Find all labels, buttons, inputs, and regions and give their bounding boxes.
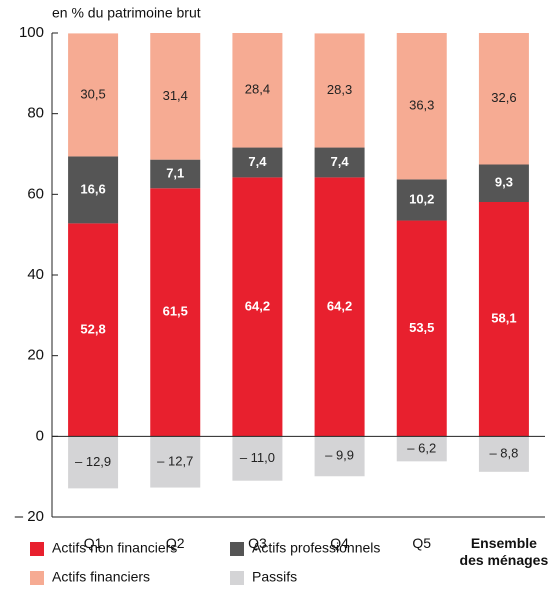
bar-segment [68,156,119,224]
legend-label: Actifs non financiers [52,540,177,556]
bar-segment [314,33,365,148]
bar-segment [314,177,365,437]
legend-label: Passifs [252,569,297,585]
bar-segment [150,33,201,160]
y-tick-label: 100 [19,24,44,41]
legend-swatch [230,571,244,585]
bar-segment [232,33,283,148]
value-label: – 6,2 [407,440,436,455]
y-tick-label: 20 [27,347,44,364]
value-label: 28,4 [245,82,270,97]
bar-segment [232,147,283,178]
legend-label: Actifs professionnels [252,540,380,556]
bar-segment [150,188,201,437]
x-tick-label: Q1 [83,535,103,551]
bar-segment [478,164,529,202]
legend-label: Actifs financiers [52,569,150,585]
value-label: 10,2 [409,191,434,206]
y-tick-label: 60 [27,185,44,202]
value-label: 31,4 [163,88,188,103]
y-tick-label: 40 [27,266,44,283]
y-tick-label: 0 [36,427,44,444]
value-label: 64,2 [245,298,270,313]
bar-segment [314,147,365,178]
bar-segment [68,223,119,437]
legend-swatch [30,542,44,556]
bar-segment [68,33,119,157]
y-axis-label: en % du patrimoine brut [52,5,201,21]
value-label: 64,2 [327,298,352,313]
bar-segment [396,179,447,221]
value-label: 58,1 [491,311,516,326]
bar-segment [396,220,447,437]
value-label: 61,5 [163,304,188,319]
value-label: 9,3 [495,175,513,190]
bar-segment [314,436,365,477]
value-label: 52,8 [80,321,105,336]
bar-segment [478,201,529,437]
value-label: – 12,7 [157,453,193,468]
x-tick-label: Ensemble des ménages [459,535,549,568]
value-label: 7,4 [248,154,267,169]
value-label: 36,3 [409,98,434,113]
bar-segment [396,436,447,462]
value-label: 16,6 [80,181,105,196]
value-label: – 8,8 [489,446,518,461]
bar-segment [150,436,201,488]
bar-segment [68,436,119,489]
bar-segment [478,436,529,472]
x-tick-label: Q5 [412,535,432,551]
bar-segment [396,33,447,180]
value-label: 7,4 [331,154,350,169]
legend-swatch [230,542,244,556]
bar-segment [232,177,283,437]
y-tick-label: – 20 [15,508,44,525]
bar-segment [478,33,529,165]
x-tick-label: Q3 [248,535,267,551]
x-tick-label: Q4 [330,535,349,551]
value-label: 7,1 [166,165,184,180]
bar-segment [150,159,201,189]
legend-swatch [30,571,44,585]
value-label: – 12,9 [75,454,111,469]
value-label: 53,5 [409,320,434,335]
y-tick-label: 80 [27,105,44,122]
x-tick-label: Q2 [165,535,185,551]
value-label: 30,5 [80,86,105,101]
value-label: – 9,9 [325,448,354,463]
value-label: – 11,0 [240,450,275,465]
value-label: 28,3 [327,82,352,97]
bar-segment [232,436,283,481]
value-label: 32,6 [491,90,516,105]
